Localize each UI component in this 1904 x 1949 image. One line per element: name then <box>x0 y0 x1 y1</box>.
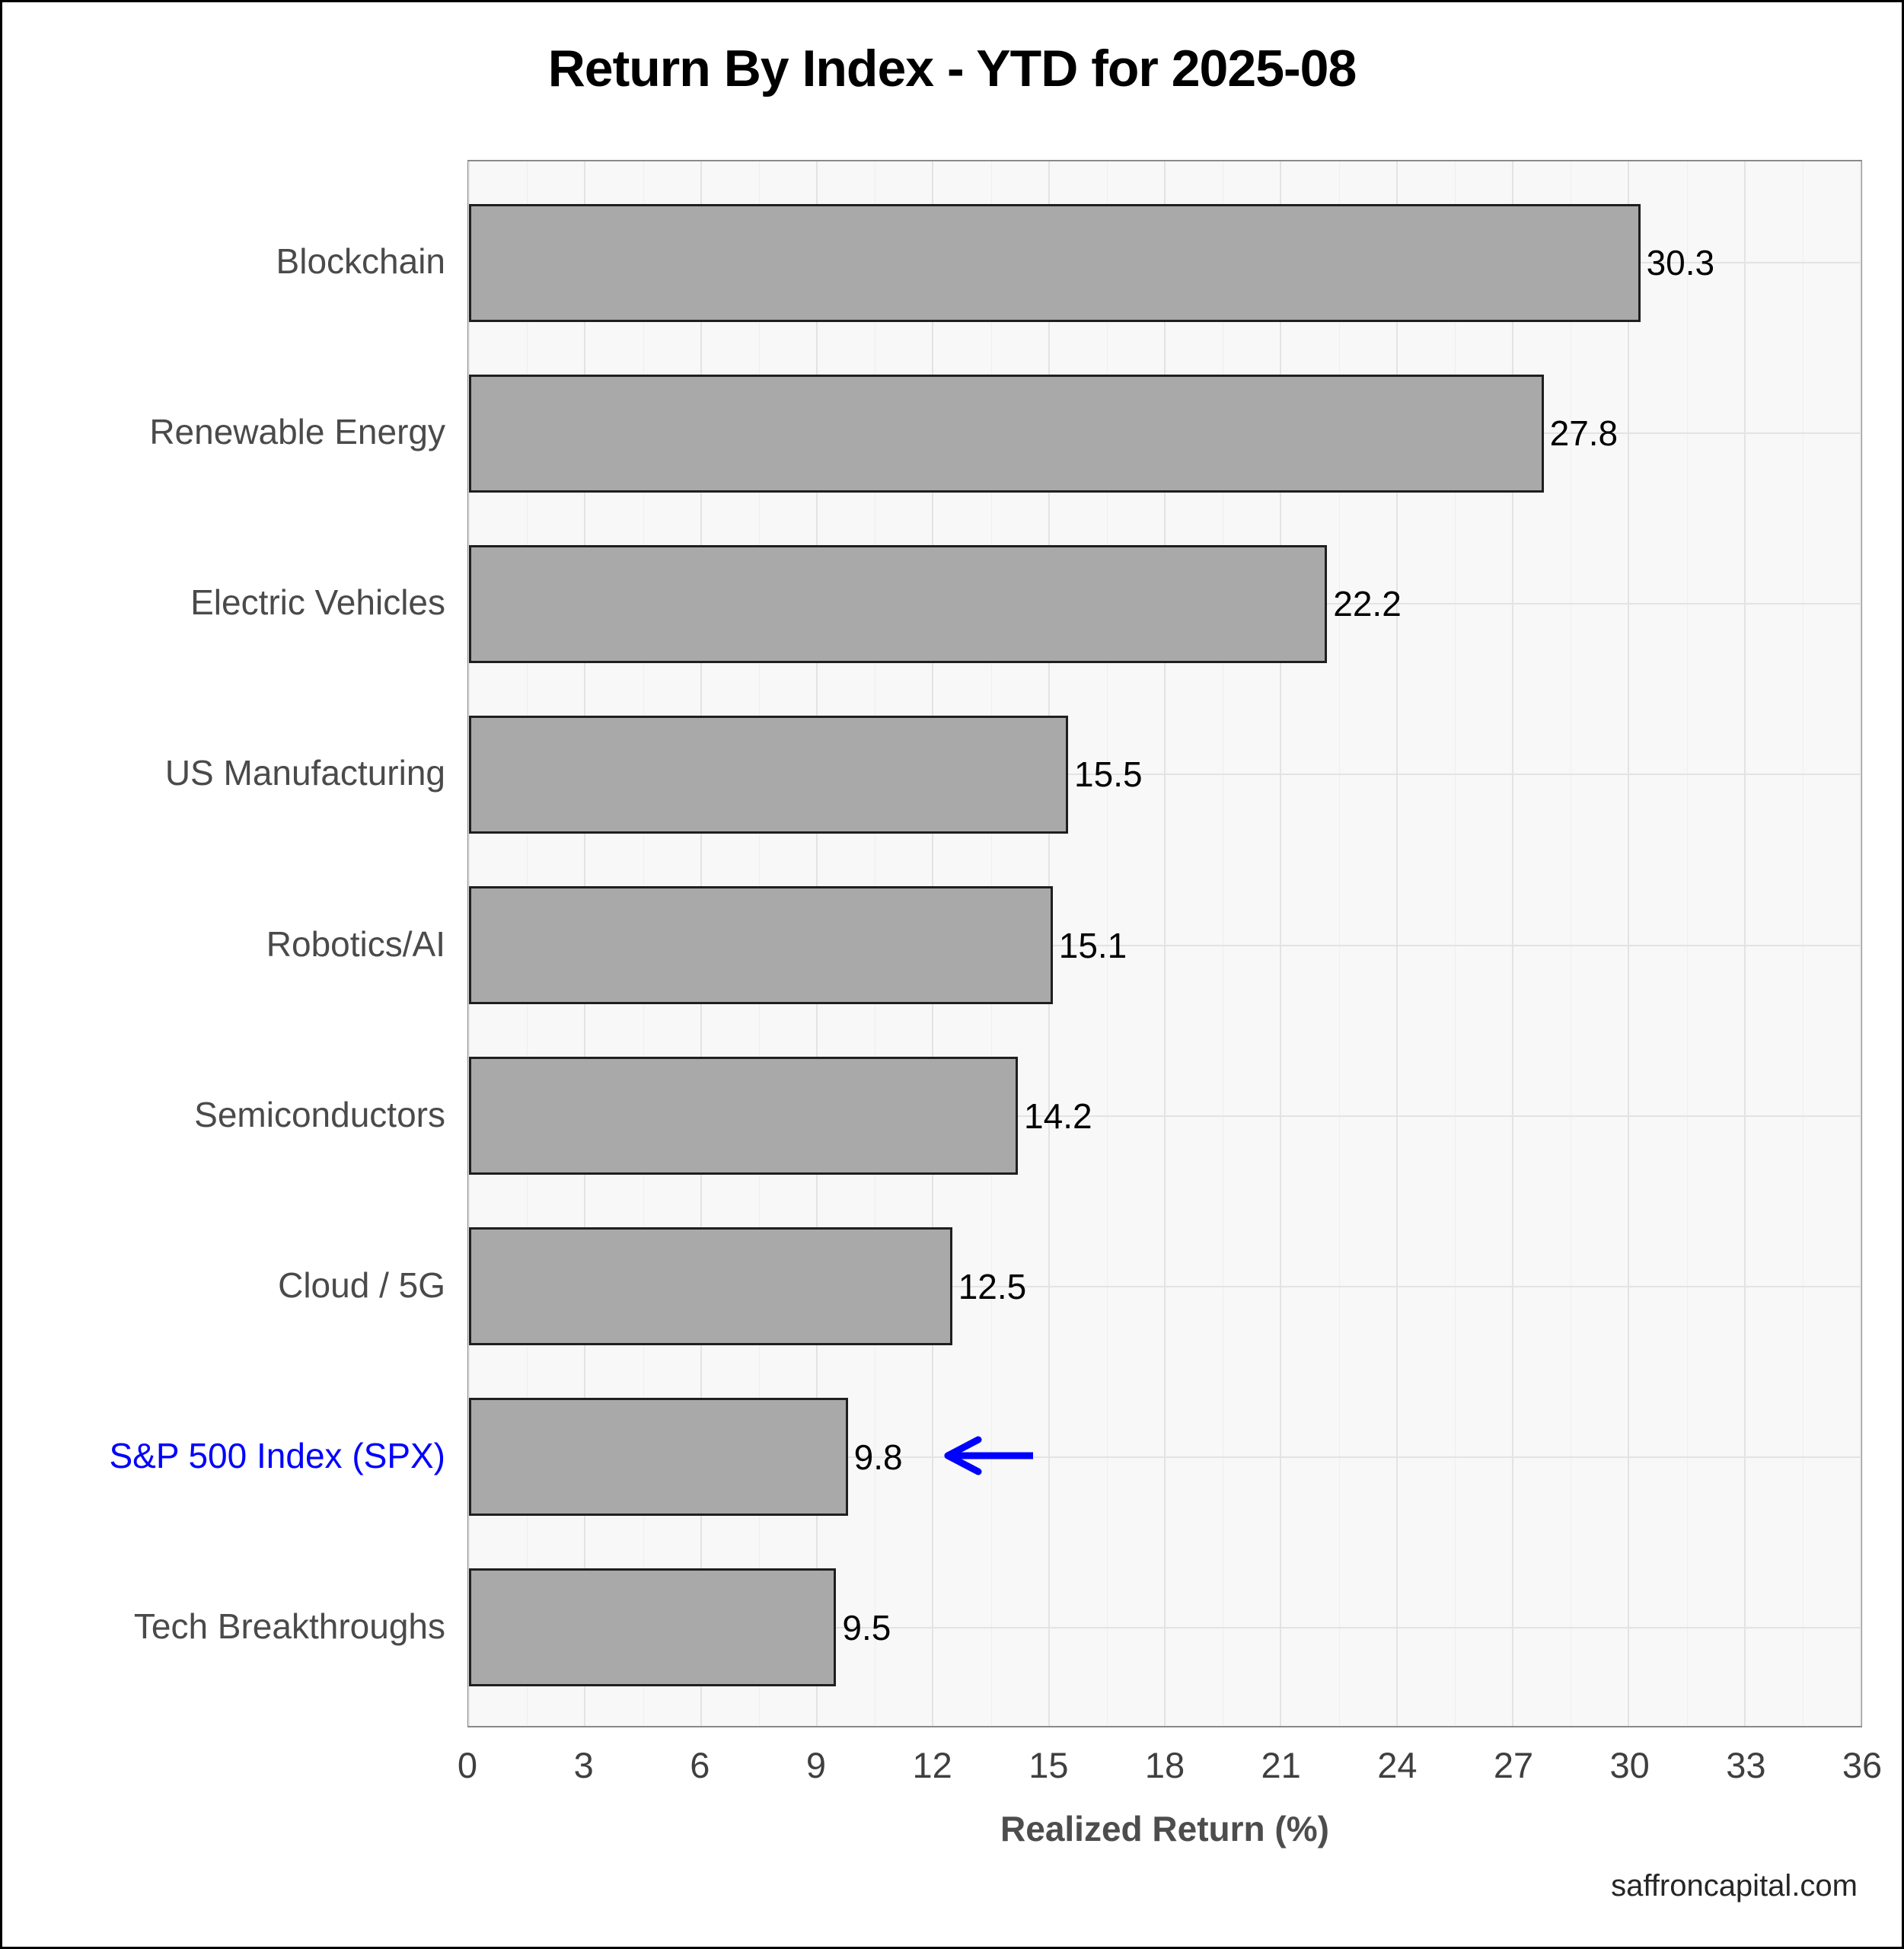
category-label-renewable-energy: Renewable Energy <box>149 412 445 452</box>
x-tick-label: 27 <box>1493 1745 1534 1785</box>
category-gridline <box>469 774 1861 776</box>
bar-value-label: 12.5 <box>958 1266 1027 1306</box>
chart-title: Return By Index - YTD for 2025-08 <box>547 40 1357 97</box>
category-gridline <box>469 1456 1861 1458</box>
category-label-semiconductors: Semiconductors <box>194 1094 445 1134</box>
bar-value-label: 15.1 <box>1058 925 1127 965</box>
x-tick-label: 36 <box>1842 1745 1883 1785</box>
x-tick-label: 15 <box>1029 1745 1069 1785</box>
bar-value-label: 14.2 <box>1024 1096 1092 1136</box>
major-gridline <box>1860 161 1861 1726</box>
bar-tech-breakthroughs <box>469 1568 837 1687</box>
category-gridline <box>469 944 1861 946</box>
x-tick-label: 6 <box>690 1745 710 1785</box>
bar-renewable-energy <box>469 374 1544 493</box>
x-tick-label: 0 <box>457 1745 478 1785</box>
category-gridline <box>469 1285 1861 1287</box>
minor-gridline <box>1338 161 1340 1726</box>
highlight-arrow-icon <box>940 1433 1039 1482</box>
minor-gridline <box>1106 161 1108 1726</box>
bar-value-label: 9.5 <box>842 1607 891 1648</box>
major-gridline <box>1280 161 1282 1726</box>
x-tick-label: 21 <box>1261 1745 1301 1785</box>
x-tick-label: 9 <box>805 1745 827 1785</box>
x-tick-label: 12 <box>912 1745 952 1785</box>
bar-cloud-5g <box>469 1227 952 1346</box>
minor-gridline <box>1686 161 1688 1726</box>
bar-value-label: 27.8 <box>1549 413 1619 454</box>
major-gridline <box>1395 161 1398 1726</box>
bar-value-label: 30.3 <box>1646 243 1715 283</box>
major-gridline <box>1743 161 1746 1726</box>
category-label-us-manufacturing: US Manufacturing <box>164 753 445 793</box>
x-tick-label: 30 <box>1609 1745 1650 1785</box>
major-gridline <box>1164 161 1166 1726</box>
watermark: saffroncapital.com <box>1611 1869 1858 1903</box>
bar-us-manufacturing <box>469 715 1069 834</box>
minor-gridline <box>1454 161 1456 1726</box>
bar-value-label: 15.5 <box>1074 754 1143 795</box>
category-label-s-p-500-index-spx: S&P 500 Index (SPX) <box>109 1435 445 1475</box>
x-tick-label: 24 <box>1377 1745 1418 1785</box>
x-tick-label: 3 <box>573 1745 594 1785</box>
category-gridline <box>469 1115 1861 1117</box>
bar-s-p-500-index-spx <box>469 1398 848 1517</box>
x-axis-label: Realized Return (%) <box>1000 1809 1329 1849</box>
category-gridline <box>469 1626 1861 1628</box>
bar-electric-vehicles <box>469 544 1328 663</box>
major-gridline <box>1628 161 1630 1726</box>
category-label-cloud-5g: Cloud / 5G <box>278 1265 445 1305</box>
category-label-robotics-ai: Robotics/AI <box>266 923 445 964</box>
bar-value-label: 9.8 <box>853 1437 903 1477</box>
bar-blockchain <box>469 203 1641 322</box>
plot-area: 30.3 27.8 22.2 15.5 15.1 14.2 12.5 9.8 9.5 <box>467 160 1862 1727</box>
category-label-blockchain: Blockchain <box>276 241 445 282</box>
major-gridline <box>1512 161 1513 1726</box>
x-tick-label: 33 <box>1726 1745 1766 1785</box>
category-label-electric-vehicles: Electric Vehicles <box>190 582 445 623</box>
bar-value-label: 22.2 <box>1333 584 1402 624</box>
minor-gridline <box>1802 161 1804 1726</box>
x-tick-label: 18 <box>1144 1745 1185 1785</box>
bar-semiconductors <box>469 1057 1019 1175</box>
category-label-tech-breakthroughs: Tech Breakthroughs <box>133 1606 445 1646</box>
bar-robotics-ai <box>469 886 1053 1004</box>
